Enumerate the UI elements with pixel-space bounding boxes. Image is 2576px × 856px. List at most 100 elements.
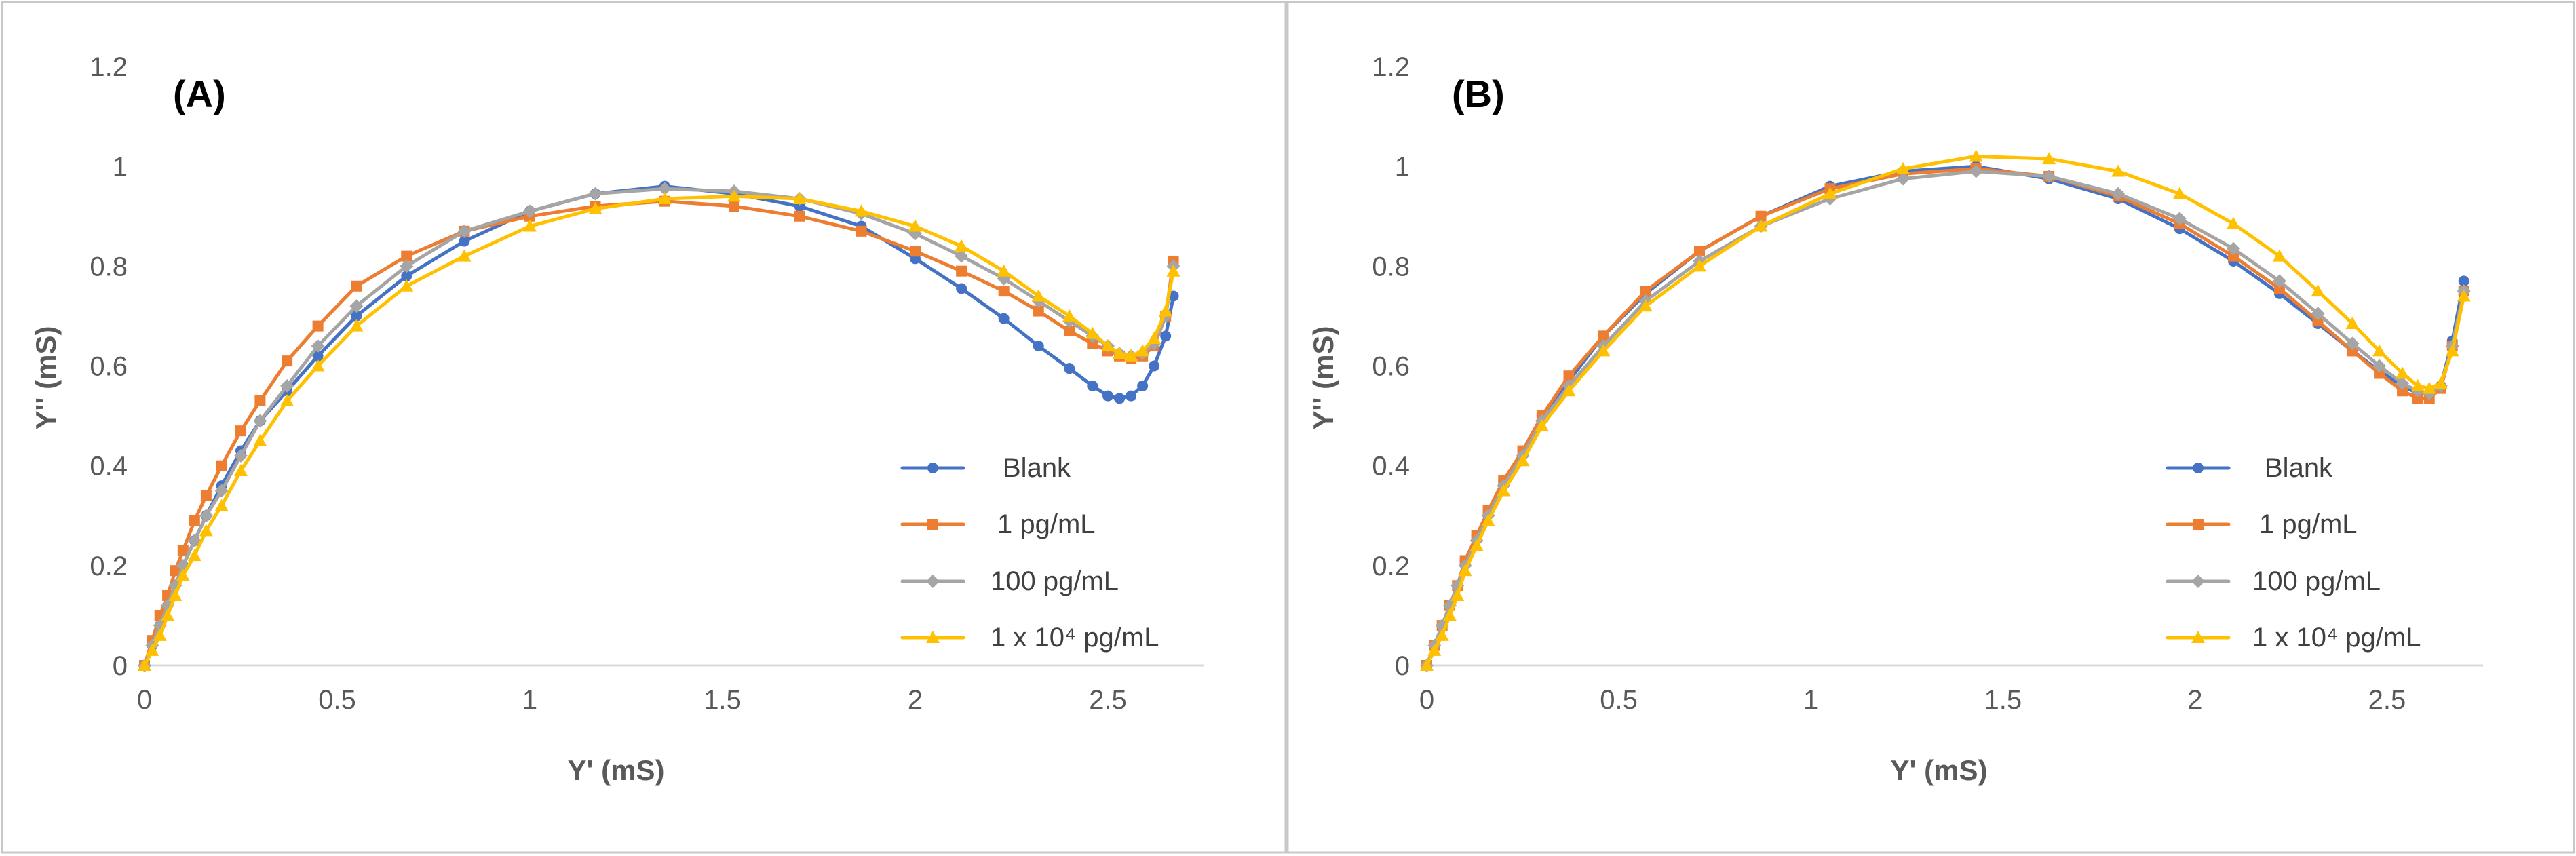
y-tick-label: 0.8 (1372, 252, 1410, 281)
data-point (1087, 338, 1098, 349)
data-point (254, 395, 266, 407)
data-point (2172, 187, 2187, 199)
data-point (523, 204, 537, 218)
data-point (2311, 284, 2325, 297)
data-point (2172, 212, 2187, 226)
data-point (2412, 393, 2423, 404)
legend-label: 100 pg/mL (991, 566, 1119, 596)
data-point (1535, 419, 1549, 431)
data-point (1101, 339, 1115, 352)
data-point (1469, 539, 1484, 551)
panel-b-frame (1286, 1, 2575, 854)
data-point (997, 264, 1011, 277)
data-point (214, 484, 229, 498)
legend-marker-shape (927, 519, 938, 530)
panel-a-legend: Blank 1 pg/mL 100 pg/mL 1 x 10⁴ pg/mL (900, 453, 1159, 653)
x-tick-label: 0 (1419, 685, 1434, 715)
data-point (956, 265, 967, 277)
panel-a-x-axis-title: Y' (mS) (567, 754, 664, 786)
x-tick-label: 1.5 (1984, 685, 2022, 715)
data-point (153, 628, 167, 641)
legend-item-100-pg-ml: 100 pg/mL (900, 566, 1119, 596)
panel-a-plot-area: 0 0.5 1 1.5 2 2.5 0 0.2 0.4 0.6 0.8 1 1.2 (90, 52, 1204, 715)
data-point (523, 219, 537, 232)
data-point (2042, 169, 2056, 183)
data-point (214, 499, 229, 511)
data-point (1160, 330, 1172, 342)
data-point (176, 568, 190, 581)
panel-b-x-axis-title: Y' (mS) (1890, 754, 1987, 786)
data-point (1147, 332, 1161, 345)
data-point (168, 588, 182, 601)
data-point (216, 460, 227, 471)
data-point (792, 191, 807, 204)
data-point (1442, 608, 1457, 621)
data-point (1896, 161, 1910, 174)
legend-label: 1 x 10⁴ pg/mL (991, 623, 1159, 653)
data-point (187, 549, 201, 562)
data-point (282, 355, 293, 367)
data-point (1124, 349, 1138, 362)
panel-b: (B) 0 0.5 1 1.5 2 2.5 0 0.2 0.4 0.6 0.8 1 1.2 Y' (m… (1286, 1, 2575, 854)
data-point (1136, 344, 1150, 357)
legend-item-1-pg-ml: 1 pg/mL (2166, 509, 2358, 539)
data-point (459, 235, 470, 247)
data-point (1137, 380, 1149, 391)
x-tick-label: 2 (908, 685, 923, 715)
data-point (234, 464, 248, 477)
y-tick-label: 1.2 (90, 52, 128, 82)
data-point (457, 224, 472, 238)
data-point (657, 182, 672, 196)
data-point (1435, 628, 1449, 641)
panel-a-x-ticks: 0 0.5 1 1.5 2 2.5 (137, 685, 1127, 715)
data-point (2311, 307, 2325, 321)
data-point (1102, 390, 1113, 402)
panel-b-legend: Blank 1 pg/mL 100 pg/mL 1 x 10⁴ pg/mL (2166, 453, 2421, 653)
legend-label: 1 pg/mL (997, 509, 1096, 539)
data-point (2374, 368, 2385, 379)
data-point (1823, 187, 1837, 199)
data-point (351, 280, 362, 292)
legend-item-blank: Blank (2166, 453, 2333, 483)
data-point (1114, 393, 1126, 404)
data-point (2227, 250, 2239, 262)
data-point (727, 189, 742, 202)
data-point (2434, 376, 2448, 389)
y-tick-label: 0 (113, 651, 128, 681)
panel-b-plot-area: 0 0.5 1 1.5 2 2.5 0 0.2 0.4 0.6 0.8 1 1.2 (1372, 52, 2483, 715)
data-point (1062, 309, 1077, 322)
data-point (2372, 344, 2387, 357)
data-point (312, 350, 324, 362)
data-point (910, 246, 921, 257)
data-point (2272, 274, 2286, 288)
legend-swatch-marker (926, 631, 940, 643)
panel-a-label: (A) (173, 73, 226, 115)
y-tick-label: 0.4 (1372, 452, 1410, 482)
data-point (1113, 347, 1127, 359)
y-tick-label: 0.8 (90, 252, 128, 281)
data-point (998, 313, 1010, 324)
legend-item-1-pg-ml: 1 pg/mL (900, 509, 1096, 539)
data-point (2372, 359, 2387, 373)
data-point (2312, 315, 2324, 327)
legend-swatch-marker (927, 519, 938, 530)
data-point (1969, 149, 1983, 162)
legend-swatch-marker (926, 575, 940, 588)
legend-label: 100 pg/mL (2252, 566, 2381, 596)
y-tick-label: 1 (113, 152, 128, 182)
data-point (2347, 345, 2358, 357)
data-point (1692, 259, 1706, 272)
y-tick-label: 0.6 (90, 352, 128, 382)
data-point (955, 249, 969, 263)
data-point (2111, 164, 2126, 177)
panel-a-frame (1, 1, 1287, 854)
data-point (351, 310, 362, 322)
data-point (1896, 172, 1910, 186)
data-point (1420, 659, 1434, 671)
data-point (1087, 380, 1098, 391)
data-point (1598, 330, 1609, 342)
legend-item-100-pg-ml: 100 pg/mL (2166, 566, 2381, 596)
data-point (1969, 164, 1983, 178)
data-point (854, 204, 868, 217)
